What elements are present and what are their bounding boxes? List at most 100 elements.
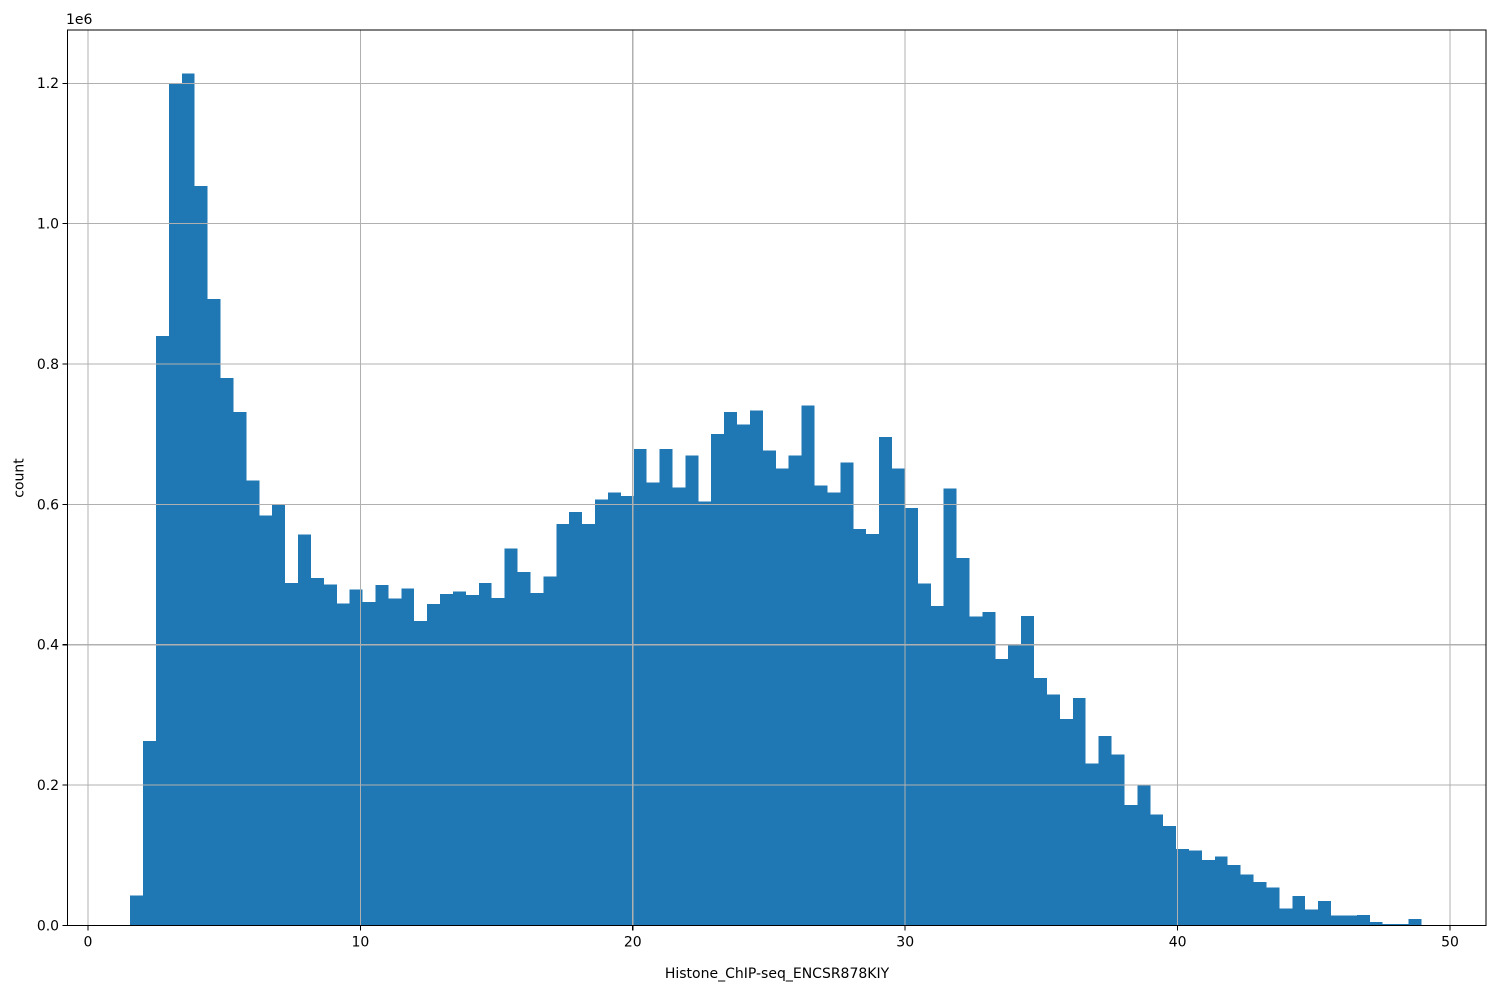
histogram-bar [737,424,750,926]
histogram-bar [1046,694,1060,926]
histogram-bar [1085,763,1099,926]
histogram-bar [336,603,350,926]
histogram-bar [440,594,453,926]
histogram-bar [1356,914,1370,926]
histogram-bar [388,598,402,926]
histogram-bar [130,895,144,926]
y-tick-label: 0.0 [37,918,59,934]
histogram-bar [465,594,479,926]
x-tick-label: 0 [83,934,92,950]
histogram-bar [659,448,673,926]
histogram-bar [1111,754,1125,926]
histogram-bar [1072,698,1086,926]
histogram-bar [1369,921,1383,926]
histogram-bar [814,485,828,926]
histogram-bar [298,534,311,926]
axes-spines [66,29,1487,927]
histogram-bar [762,450,776,926]
histogram-bar [569,512,583,926]
histogram-bar [401,588,415,926]
histogram-bar [995,658,1009,926]
histogram-bar [155,335,169,926]
histogram-bar [1201,860,1215,926]
histogram-bar [530,592,544,926]
x-tick-label: 30 [896,934,914,950]
histogram-bar [982,611,996,926]
histogram-bar [246,480,260,926]
histogram-bar [1034,677,1047,926]
histogram-bar [1214,856,1228,926]
y-tick-label: 1.2 [37,76,59,92]
histogram-bar [827,492,841,926]
histogram-bar [491,597,505,926]
histogram-bar [233,411,247,926]
histogram-bar [620,495,634,926]
x-tick-label: 50 [1441,934,1459,950]
y-tick-label: 1.0 [37,217,59,233]
histogram-bar [1137,785,1151,926]
histogram-bar [220,378,234,926]
histogram-bar [194,185,208,926]
y-tick-label: 0.4 [37,638,59,654]
histogram-bar [323,584,337,926]
histogram-bar [517,571,531,926]
histogram-bar [788,455,802,926]
histogram-bar [1382,924,1396,926]
histogram-bar [1227,865,1241,926]
histogram-bar [181,73,195,926]
histogram-bar [917,583,931,926]
histogram-bar [1292,896,1306,926]
histogram-bar [543,576,557,926]
histogram-bar [930,606,944,926]
histogram-bar [879,437,893,926]
histogram-bar [414,620,428,926]
histogram-bar [892,468,905,926]
histogram-bar [1331,915,1344,926]
histogram-bar [1098,736,1112,926]
histogram-bar [1059,719,1073,926]
histogram-bar [956,557,970,926]
x-tick-label: 10 [351,934,369,950]
histogram-bar [285,583,299,926]
histogram-bar [1266,887,1280,926]
histogram-bar [904,507,918,926]
histogram-bar [1318,900,1332,926]
histogram-bar [272,504,286,926]
histogram-bar [672,487,686,926]
histogram-bar [1408,919,1422,926]
histogram-bar [801,405,815,926]
histogram-bar [1253,881,1267,926]
histogram-bar [427,604,441,926]
y-tick-label: 0.6 [37,497,59,513]
y-tick-label: 0.2 [37,778,59,794]
histogram-bar [866,533,880,926]
histogram-bar [582,524,596,926]
histogram-bar [1176,849,1190,926]
histogram-bar [207,298,221,926]
histogram-bar [840,462,854,926]
histogram-bar [375,585,389,926]
histogram-bar [1189,850,1202,926]
histogram-bar [749,410,763,926]
histogram-bar [1021,616,1035,926]
x-axis-label: Histone_ChIP-seq_ENCSR878KIY [664,966,890,982]
histogram-bar [698,501,712,926]
y-tick-label: 0.8 [37,357,59,373]
histogram-bar [556,524,570,926]
histogram-bar [362,601,376,926]
histogram-bar [969,616,983,926]
histogram-bar [646,482,660,926]
histogram-bar [349,589,363,926]
histogram-bar [310,578,324,926]
histogram-bar [711,434,725,926]
histogram-bar [685,455,699,926]
histogram-bar [595,499,608,926]
histogram-bar [1150,814,1164,926]
histogram-bar [607,492,621,926]
histogram-bar [1395,924,1409,926]
histogram-bar [943,488,957,926]
histogram-bar [478,583,492,926]
histogram-bar [853,528,867,926]
